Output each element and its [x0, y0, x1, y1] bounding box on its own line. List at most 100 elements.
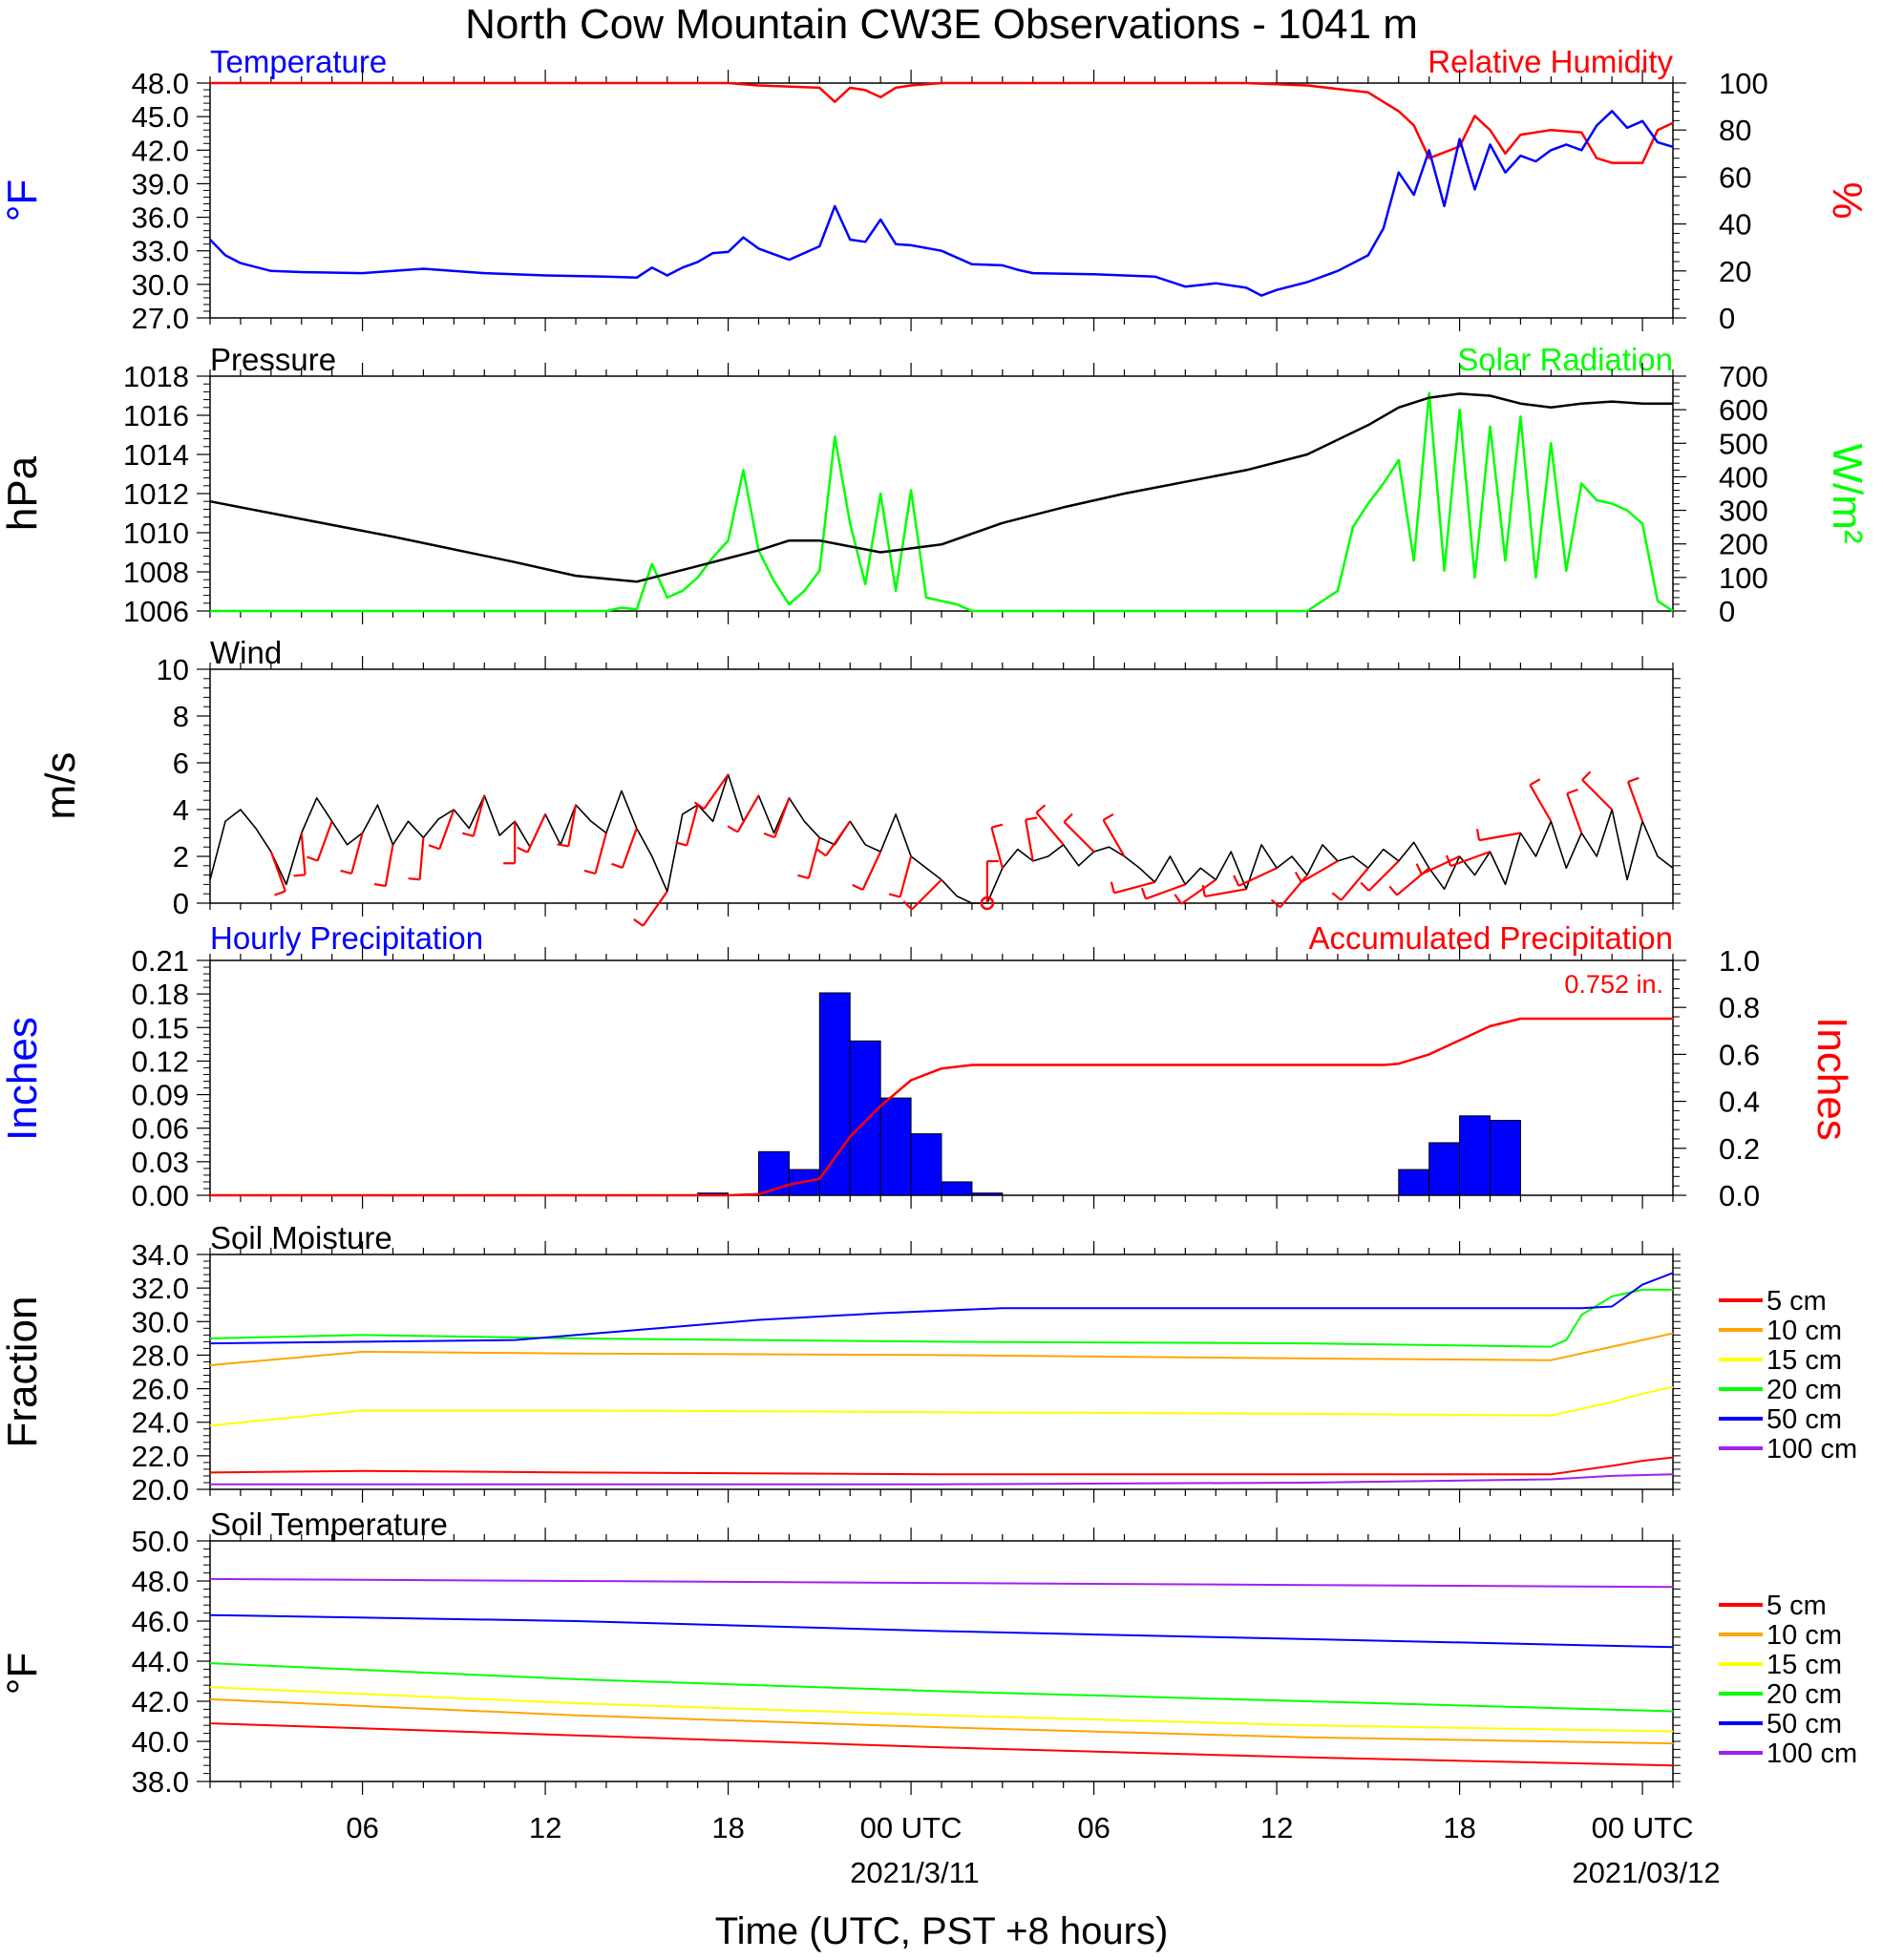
wind-barb-flag: [373, 882, 387, 888]
wind-barb: [1035, 811, 1065, 846]
soil-temperature-legend-label: 20 cm: [1767, 1679, 1842, 1710]
wind-barb-flag: [852, 883, 864, 891]
panel-pressure-solar: Pressure Solar Radiation hPa W/m² 1006 10…: [0, 342, 1871, 628]
wind-barb: [1340, 867, 1369, 901]
wind-barb-flag: [633, 918, 645, 927]
wind-ytick-label: 2: [173, 840, 189, 874]
wind-barb: [1478, 832, 1521, 842]
accum-precip-total-annotation: 0.752 in.: [1564, 970, 1663, 999]
wind-barb-flag: [693, 801, 705, 811]
wind-barb: [807, 837, 821, 879]
wind-barb-flag: [1446, 854, 1452, 867]
pressure-ytick-label: 1016: [123, 399, 189, 432]
hourly-precip-ytick-label: 0.12: [132, 1044, 189, 1078]
temperature-series-line: [209, 110, 1674, 297]
wind-barb: [1102, 819, 1126, 857]
wind-barb-flag: [1174, 894, 1183, 905]
hourly-precip-bar: [1490, 1120, 1521, 1196]
temperature-ytick-label: 45.0: [132, 100, 189, 134]
wind-barb-flag: [1627, 776, 1640, 783]
wind-barb-flag: [1581, 770, 1592, 781]
pressure-panel-title: Pressure: [210, 342, 336, 377]
x-axis-title: Time (UTC, PST +8 hours): [715, 1910, 1169, 1952]
wind-barb: [1627, 781, 1644, 822]
soil-temperature-legend-label: 50 cm: [1767, 1709, 1842, 1739]
soil-moisture-ytick-label: 20.0: [132, 1473, 189, 1507]
humidity-ytick-label: 40: [1719, 208, 1751, 242]
wind-barb: [1421, 855, 1461, 875]
soil-temperature-legend-label: 5 cm: [1767, 1591, 1827, 1621]
soil-temperature-line: [209, 1577, 1674, 1589]
wind-barb: [1063, 821, 1095, 853]
pressure-ytick-label: 1014: [123, 438, 189, 472]
soil-moisture-legend-label: 15 cm: [1767, 1345, 1842, 1376]
wind-barb: [861, 851, 882, 891]
hourly-precip-bar: [879, 1097, 912, 1196]
wind-barb-flag: [340, 869, 352, 875]
wind-barb-flag: [1415, 863, 1423, 875]
soil-temperature-legend-label: 15 cm: [1767, 1650, 1842, 1680]
soil-moisture-legend-label: 100 cm: [1767, 1434, 1857, 1465]
hourly-precip-bar: [758, 1150, 790, 1196]
wind-panel-title: Wind: [210, 635, 282, 670]
accum-precip-panel-title: Accumulated Precipitation: [1308, 920, 1673, 956]
humidity-ytick-label: 80: [1719, 114, 1751, 147]
soil-temperature-ytick-label: 50.0: [132, 1525, 189, 1558]
wind-barb-flag: [1233, 875, 1240, 887]
chart-title: North Cow Mountain CW3E Observations - 1…: [465, 1, 1418, 48]
hourly-precip-bar: [1398, 1169, 1430, 1196]
hourly-precip-ytick-label: 0.03: [132, 1146, 189, 1179]
x-tick-label: 06: [346, 1811, 378, 1844]
soil-moisture-legend-label: 50 cm: [1767, 1404, 1842, 1435]
temperature-ytick-label: 33.0: [132, 235, 189, 268]
wind-barb-flag: [1201, 884, 1206, 897]
soil-moisture-line: [209, 1456, 1674, 1476]
wind-barb-flag: [1294, 871, 1302, 883]
wind-barb: [642, 891, 668, 927]
hourly-precip-bar: [818, 992, 851, 1196]
hourly-precip-bar: [910, 1133, 942, 1196]
humidity-ytick-label: 100: [1719, 67, 1768, 100]
accum-precip-ytick-label: 0.8: [1719, 991, 1760, 1024]
wind-barb-flag: [991, 823, 1004, 829]
wind-barb-flag: [675, 841, 688, 847]
soil-moisture-legend-label: 20 cm: [1767, 1375, 1842, 1405]
wind-barb-flag: [797, 874, 810, 879]
wind-barb-flag: [1035, 804, 1047, 813]
wind-barb: [526, 813, 547, 854]
wind-barb-flag: [274, 890, 286, 896]
wind-barb: [269, 851, 286, 892]
wind-barb-flag: [1360, 881, 1370, 892]
wind-barb: [1367, 860, 1400, 892]
wind-barb-flag: [611, 862, 624, 869]
soil-moisture-ytick-label: 26.0: [132, 1373, 189, 1406]
wind-barb: [1301, 859, 1339, 883]
soil-moisture-line: [209, 1288, 1673, 1348]
solar-ytick-label: 600: [1719, 393, 1768, 427]
soil-temperature-line: [209, 1697, 1674, 1745]
wind-barb: [621, 828, 638, 869]
temperature-ytick-label: 42.0: [132, 134, 189, 167]
wind-barb: [300, 832, 307, 875]
solar-panel-title: Solar Radiation: [1457, 342, 1673, 377]
wind-barb-flag: [727, 825, 739, 833]
wind-barb-flag: [1063, 812, 1073, 823]
wind-barb: [703, 773, 730, 810]
soil-temperature-legend-label: 100 cm: [1767, 1739, 1857, 1769]
panel-soil-temperature: Soil Temperature °F 38.0 40.0 42.0 44.0 46.0…: [0, 1507, 1857, 1799]
wind-barb: [911, 878, 942, 911]
hourly-precip-panel-title: Hourly Precipitation: [210, 920, 483, 956]
solar-ytick-label: 700: [1719, 360, 1768, 393]
temperature-ytick-label: 36.0: [132, 201, 189, 235]
wind-ytick-label: 10: [157, 653, 189, 686]
x-tick-label: 00 UTC: [1592, 1811, 1694, 1844]
soil-moisture-ytick-label: 22.0: [132, 1440, 189, 1473]
soil-temperature-line: [209, 1613, 1674, 1649]
solar-ytick-label: 300: [1719, 495, 1768, 528]
soil-temperature-line: [209, 1686, 1674, 1733]
solar-ytick-label: 400: [1719, 460, 1768, 494]
wind-barb: [438, 809, 455, 850]
accum-precip-ytick-label: 0.0: [1719, 1179, 1760, 1212]
wind-barb: [1581, 779, 1613, 811]
wind-barb-flag: [428, 844, 440, 851]
